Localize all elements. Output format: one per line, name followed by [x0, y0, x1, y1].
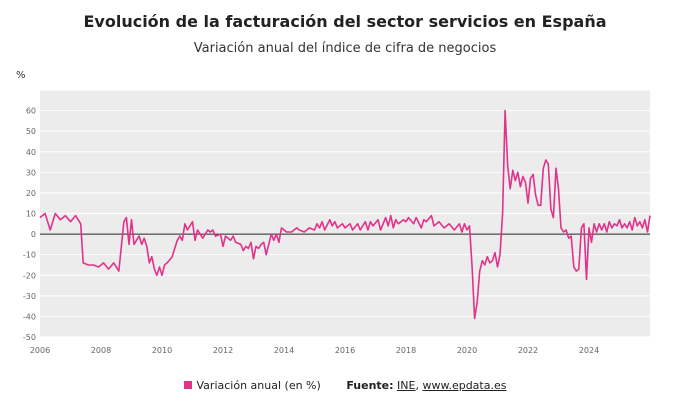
- source-site-link[interactable]: www.epdata.es: [422, 379, 507, 392]
- legend-series-label: Variación anual (en %): [196, 379, 321, 392]
- y-axis-label: %: [16, 70, 26, 81]
- chart-subtitle: Variación anual del índice de cifra de n…: [193, 41, 497, 56]
- x-tick-label: 2022: [518, 346, 538, 355]
- y-tick-label: -20: [23, 271, 36, 280]
- y-tick-labels: -50 -40 -30 -20 -10 0 10 20 30 40 50 60: [23, 107, 36, 342]
- chart-title: Evolución de la facturación del sector s…: [83, 12, 607, 31]
- x-tick-label: 2012: [213, 346, 233, 355]
- y-tick-label: -30: [23, 292, 36, 301]
- source-text: Fuente: INE, www.epdata.es: [346, 379, 506, 392]
- x-tick-label: 2006: [30, 346, 50, 355]
- x-tick-label: 2010: [152, 346, 172, 355]
- x-tick-label: 2018: [396, 346, 416, 355]
- y-tick-label: 60: [26, 107, 36, 116]
- x-tick-label: 2016: [335, 346, 355, 355]
- source-label: Fuente:: [346, 379, 394, 392]
- x-tick-label: 2020: [457, 346, 477, 355]
- x-tick-label: 2008: [91, 346, 111, 355]
- source-separator: ,: [415, 379, 423, 392]
- y-tick-label: -50: [23, 333, 36, 342]
- grid-lines: [40, 89, 650, 338]
- legend-swatch: [183, 381, 192, 389]
- y-tick-label: 0: [31, 230, 36, 239]
- y-tick-label: 10: [26, 210, 36, 219]
- x-tick-label: 2014: [274, 346, 294, 355]
- legend: Variación anual (en %) Fuente: INE, www.…: [0, 379, 690, 392]
- y-tick-label: -40: [23, 312, 36, 321]
- series-layer: [39, 109, 651, 320]
- series-line: [39, 109, 651, 320]
- x-tick-label: 2024: [579, 346, 599, 355]
- x-tick-labels: 2006 2008 2010 2012 2014 2016 2018 2020 2022 2024: [30, 346, 599, 355]
- y-tick-label: 40: [26, 148, 36, 157]
- source-ine-link[interactable]: INE: [397, 379, 416, 392]
- y-tick-label: -10: [23, 251, 36, 260]
- y-tick-label: 50: [26, 127, 36, 136]
- y-tick-label: 20: [26, 189, 36, 198]
- y-tick-label: 30: [26, 168, 36, 177]
